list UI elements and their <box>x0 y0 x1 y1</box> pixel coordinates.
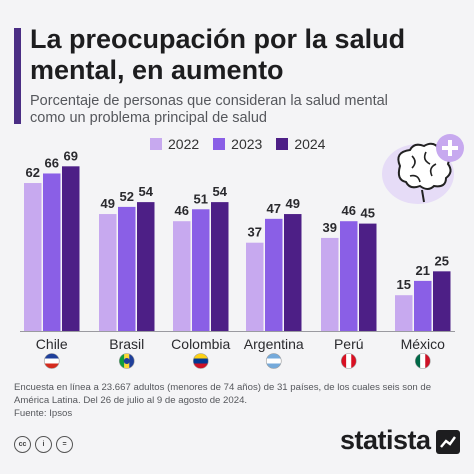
category-label-brasil: Brasil <box>109 336 144 352</box>
bar-argentina-2023 <box>265 218 283 331</box>
data-label-argentina-2022: 37 <box>248 225 262 240</box>
statista-logo-icon <box>436 430 460 454</box>
category-label-argentina: Argentina <box>244 336 304 352</box>
data-label-colombia-2023: 51 <box>194 191 208 206</box>
category-label-colombia: Colombia <box>171 336 230 352</box>
flag-colombia-icon <box>192 353 209 369</box>
bar-colombia-2024 <box>211 202 229 331</box>
category-label-chile: Chile <box>36 336 68 352</box>
chart-legend: 2022 2023 2024 <box>150 136 325 152</box>
footnote-line-1: Encuesta en línea a 23.667 adultos (meno… <box>14 382 432 393</box>
data-label-chile-2022: 62 <box>26 165 40 180</box>
bar-méxico-2023 <box>414 280 432 331</box>
data-label-perú-2024: 45 <box>361 206 375 221</box>
data-label-chile-2023: 66 <box>45 155 59 170</box>
title-accent-bar <box>14 28 21 124</box>
chart-subtitle: Porcentaje de personas que consideran la… <box>30 93 430 127</box>
bar-colombia-2022 <box>173 221 191 331</box>
attribution-icon: i <box>35 436 52 453</box>
bar-chart: 62 66 69 Chile 49 52 54 Brasil 46 51 54 Colombia 37 4… <box>20 148 455 369</box>
title-line-2: mental, en aumento <box>30 55 284 85</box>
flag-argentina-icon <box>265 353 282 369</box>
chart-title: La preocupación por la salud mental, en … <box>30 24 460 86</box>
data-label-perú-2022: 39 <box>323 220 337 235</box>
bar-méxico-2024 <box>433 271 451 331</box>
legend-swatch-2024 <box>276 138 289 150</box>
bar-colombia-2023 <box>192 209 210 331</box>
legend-label-2024: 2024 <box>294 136 326 152</box>
title-line-1: La preocupación por la salud <box>30 24 406 54</box>
legend-swatch-2022 <box>150 138 162 150</box>
bar-argentina-2022 <box>246 242 264 331</box>
subtitle-line-1: Porcentaje de personas que consideran la… <box>30 93 388 109</box>
brain-plus-icon <box>382 134 464 204</box>
creative-commons-icon[interactable]: cc i = <box>14 436 73 453</box>
bar-perú-2023 <box>340 221 358 331</box>
data-label-colombia-2022: 46 <box>175 203 189 218</box>
flag-méxico-icon <box>414 353 431 369</box>
legend-swatch-2023 <box>213 138 226 150</box>
legend-item-2023: 2023 <box>213 136 262 152</box>
data-label-argentina-2023: 47 <box>267 201 281 216</box>
bar-brasil-2023 <box>118 206 136 331</box>
data-label-méxico-2022: 15 <box>397 277 411 292</box>
legend-item-2022: 2022 <box>150 136 199 152</box>
bar-perú-2022 <box>321 237 339 331</box>
bar-brasil-2022 <box>99 214 117 331</box>
subtitle-line-2: como un problema principal de salud <box>30 110 267 126</box>
bar-chile-2023 <box>43 173 61 331</box>
flag-brasil-icon <box>118 353 135 369</box>
data-label-méxico-2023: 21 <box>416 263 430 278</box>
statista-logo[interactable]: statista <box>340 425 431 455</box>
bar-méxico-2022 <box>395 295 413 331</box>
bar-brasil-2024 <box>137 202 155 331</box>
legend-label-2022: 2022 <box>168 136 200 152</box>
footnote-line-2: América Latina. Del 26 de julio al 9 de … <box>14 395 248 406</box>
flag-perú-icon <box>340 353 357 369</box>
source-note: Fuente: Ipsos <box>14 408 73 419</box>
category-label-perú: Perú <box>334 336 364 352</box>
legend-label-2023: 2023 <box>231 136 263 152</box>
bar-perú-2024 <box>359 223 377 331</box>
category-label-méxico: México <box>401 336 446 352</box>
bar-argentina-2024 <box>284 214 302 331</box>
data-label-argentina-2024: 49 <box>286 196 300 211</box>
data-label-méxico-2024: 25 <box>435 253 449 268</box>
flag-chile-icon <box>43 353 60 369</box>
bar-chile-2022 <box>24 183 42 331</box>
no-derivatives-icon: = <box>56 436 73 453</box>
data-label-brasil-2022: 49 <box>101 196 115 211</box>
bar-chile-2024 <box>62 166 80 331</box>
legend-item-2024: 2024 <box>276 136 325 152</box>
cc-icon: cc <box>14 436 31 453</box>
footnote: Encuesta en línea a 23.667 adultos (meno… <box>14 381 444 407</box>
data-label-chile-2024: 69 <box>64 148 78 163</box>
data-label-brasil-2023: 52 <box>120 189 134 204</box>
data-label-colombia-2024: 54 <box>213 184 228 199</box>
data-label-brasil-2024: 54 <box>139 184 154 199</box>
data-label-perú-2023: 46 <box>342 203 356 218</box>
